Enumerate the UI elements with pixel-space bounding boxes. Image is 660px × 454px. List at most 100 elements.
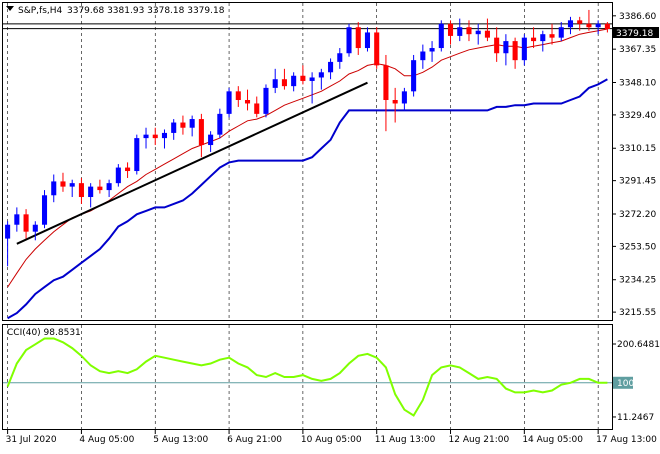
candle-body [429,48,435,52]
candle-body [328,61,334,73]
grid [3,3,612,429]
candle-body [97,186,103,191]
candle-body [374,32,380,66]
candle-body [244,100,251,104]
y-tick-label: 3253.50 [619,242,656,252]
cci-line [6,337,608,417]
candle-body [208,134,214,146]
candle-body [32,224,38,232]
candle-body [134,138,140,172]
candle-body [217,113,223,135]
candle-body [272,79,278,88]
candle-body [235,91,241,101]
cci-tick-label: 11.2467 [617,413,654,423]
candle-body [106,183,112,191]
candle-body [447,23,454,36]
candle-body [604,23,610,29]
candle-body [152,134,158,139]
y-tick-label: 3329.40 [619,111,656,121]
candle-body [438,23,444,49]
cci-label: CCI(40) 98.8531 [7,328,81,338]
candle-body [143,134,149,139]
candle-body [586,23,592,28]
time-axis: 31 Jul 2020 4 Aug 05:00 5 Aug 13:00 6 Aug 2… [6,430,657,445]
cci-level-badge [613,376,633,389]
candle-body [281,79,287,87]
candle-body [291,75,297,87]
collapse-triangle-icon[interactable] [6,6,14,11]
y-tick-label: 3215.55 [619,308,656,318]
candle-body [69,183,75,187]
candle-body [263,87,269,114]
lower-band-line [7,78,608,320]
candle-body [411,60,417,92]
y-tick-label: 3386.60 [619,12,656,22]
candle-body [180,122,186,128]
candle-body [88,186,94,198]
candle-body [226,91,232,114]
main-panel-frame [2,2,613,321]
candle-body [531,37,537,42]
candle-body [364,32,371,49]
candle-body [161,132,168,139]
candle-body [521,37,527,61]
cci-tick-label: 200.6481 [617,340,660,350]
candle-body [41,195,48,225]
candle-body [503,41,509,54]
x-tick-label: 11 Aug 13:00 [375,435,436,445]
candle-body [171,122,177,133]
candle-body [392,100,398,104]
candle-body [466,27,472,35]
candle-body [5,224,11,239]
candle-body [254,103,260,114]
candle-body [125,167,131,172]
candle-body [549,34,555,38]
candle-body [309,77,315,81]
candle-body [60,181,66,187]
candle-body [198,119,204,146]
candle-body [595,23,601,28]
x-tick-label: 4 Aug 05:00 [79,435,134,445]
x-tick-label: 14 Aug 05:00 [522,435,583,445]
y-tick-label: 3272.20 [619,210,656,220]
candle-body [346,27,352,54]
x-tick-label: 17 Aug 13:00 [596,435,657,445]
candle-body [420,51,426,61]
candle-body [383,65,389,101]
candle-body [300,75,306,81]
x-tick-label: 12 Aug 21:00 [449,435,510,445]
y-tick-label: 3291.45 [619,177,656,187]
cci-panel-frame [2,324,613,430]
candle-body [23,214,29,232]
candle-body [540,34,546,42]
candle-body [494,37,500,54]
y-tick-label: 3348.10 [619,79,656,89]
symbol-label: S&P,fs,H4 [18,6,63,16]
candle-body [512,41,518,61]
candle-body [558,27,564,38]
x-tick-label: 31 Jul 2020 [6,435,57,445]
cci-indicator: 200.6481 100 11.2467 [3,337,660,423]
candle-body [401,91,407,104]
candle-body [189,119,195,128]
candle-body [14,214,20,225]
candle-body [457,27,463,36]
y-tick-label: 3310.15 [619,144,656,154]
y-tick-label: 3234.25 [619,276,656,286]
candle-body [567,20,574,28]
x-tick-label: 10 Aug 05:00 [301,435,362,445]
current-price-badge [613,27,659,38]
y-tick-label: 3367.35 [619,45,656,55]
candle-body [355,27,361,49]
candle-body [318,72,324,78]
candle-body [51,181,57,196]
candles [5,9,610,267]
candle-body [115,167,121,184]
candle-body [475,30,481,35]
cci-level-label: 100 [617,379,634,389]
ohlc-values: 3379.68 3381.93 3378.18 3379.18 [67,6,225,16]
price-axis: 3386.60 3367.35 3348.10 3329.40 3310.15 3291.… [612,12,656,318]
current-price-label: 3379.18 [616,29,653,39]
